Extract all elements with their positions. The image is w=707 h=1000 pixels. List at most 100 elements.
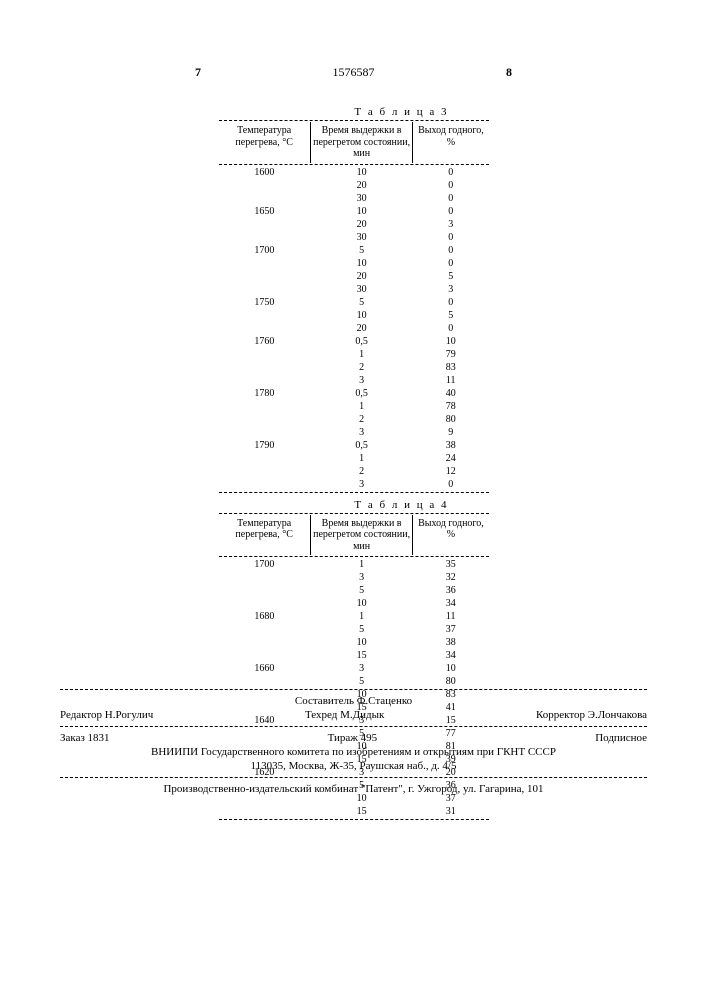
cell-time: 1	[310, 558, 413, 571]
table-3-header-1: Температура перегрева, °С	[219, 122, 311, 163]
table-3-block: Т а б л и ц а 3 Температура перегрева, °…	[219, 106, 489, 493]
cell-time: 2	[310, 465, 413, 478]
table-3-body: 1600100200300165010020330017005010020530…	[219, 166, 489, 491]
cell-yield: 0	[413, 257, 489, 270]
cell-yield: 40	[413, 387, 489, 400]
cell-temperature: 1660	[219, 662, 311, 675]
org-line-1: ВНИИПИ Государственного комитета по изоб…	[60, 745, 647, 759]
cell-temperature	[219, 374, 311, 387]
table-3-header-2: Время выдержки в перегретом состоянии, м…	[310, 122, 413, 163]
cell-temperature	[219, 597, 311, 610]
cell-time: 10	[310, 205, 413, 218]
cell-yield: 78	[413, 400, 489, 413]
table-row: 17800,540	[219, 387, 489, 400]
cell-time: 30	[310, 231, 413, 244]
cell-temperature	[219, 192, 311, 205]
org-line-2: 113035, Москва, Ж-35, Раушская наб., д. …	[60, 759, 647, 773]
cell-yield: 24	[413, 452, 489, 465]
cell-temperature	[219, 257, 311, 270]
cell-temperature: 1760	[219, 335, 311, 348]
cell-yield: 35	[413, 558, 489, 571]
cell-time: 3	[310, 426, 413, 439]
cell-time: 5	[310, 584, 413, 597]
footer: Составитель Ф.Стаценко Редактор Н.Рогули…	[60, 685, 647, 796]
table-row: 17600,510	[219, 335, 489, 348]
table-4-header-1: Температура перегрева, °С	[219, 515, 311, 556]
table-row: 537	[219, 623, 489, 636]
cell-temperature: 1680	[219, 610, 311, 623]
cell-time: 0,5	[310, 387, 413, 400]
table-3: Температура перегрева, °С Время выдержки…	[219, 122, 489, 163]
table-3-caption: Т а б л и ц а 3	[219, 106, 489, 118]
cell-temperature	[219, 465, 311, 478]
cell-time: 3	[310, 662, 413, 675]
cell-time: 3	[310, 374, 413, 387]
table-row: 303	[219, 283, 489, 296]
cell-temperature	[219, 400, 311, 413]
cell-temperature	[219, 636, 311, 649]
cell-yield: 38	[413, 439, 489, 452]
cell-time: 20	[310, 270, 413, 283]
cell-yield: 10	[413, 662, 489, 675]
cell-yield: 31	[413, 805, 489, 818]
document-number: 1576587	[333, 65, 375, 80]
table-row: 39	[219, 426, 489, 439]
cell-yield: 0	[413, 231, 489, 244]
table-row: 200	[219, 322, 489, 335]
page: 7 1576587 8 Т а б л и ц а 3 Температура …	[0, 0, 707, 851]
cell-time: 2	[310, 361, 413, 374]
cell-yield: 34	[413, 649, 489, 662]
cell-temperature	[219, 805, 311, 818]
table-row: 175050	[219, 296, 489, 309]
cell-yield: 38	[413, 636, 489, 649]
cell-temperature	[219, 309, 311, 322]
cell-temperature	[219, 584, 311, 597]
producer: Производственно-издательский комбинат "П…	[60, 782, 647, 796]
table-row: 1660310	[219, 662, 489, 675]
table-row: 203	[219, 218, 489, 231]
cell-time: 10	[310, 309, 413, 322]
table-row: 178	[219, 400, 489, 413]
table-row: 100	[219, 257, 489, 270]
cell-temperature	[219, 283, 311, 296]
cell-yield: 37	[413, 623, 489, 636]
cell-yield: 9	[413, 426, 489, 439]
cell-temperature	[219, 426, 311, 439]
cell-time: 30	[310, 283, 413, 296]
cell-time: 1	[310, 610, 413, 623]
cell-yield: 0	[413, 205, 489, 218]
table-row: 212	[219, 465, 489, 478]
cell-temperature: 1790	[219, 439, 311, 452]
cell-time: 30	[310, 192, 413, 205]
cell-yield: 80	[413, 413, 489, 426]
cell-time: 20	[310, 218, 413, 231]
table-row: 170050	[219, 244, 489, 257]
order-number: Заказ 1831	[60, 732, 110, 744]
cell-time: 1	[310, 452, 413, 465]
table-row: 1700135	[219, 558, 489, 571]
table-row: 1650100	[219, 205, 489, 218]
cell-time: 1	[310, 400, 413, 413]
cell-temperature	[219, 231, 311, 244]
cell-time: 3	[310, 478, 413, 491]
table-row: 300	[219, 231, 489, 244]
cell-temperature	[219, 218, 311, 231]
cell-time: 2	[310, 413, 413, 426]
cell-temperature	[219, 322, 311, 335]
cell-time: 15	[310, 805, 413, 818]
cell-time: 5	[310, 244, 413, 257]
cell-time: 10	[310, 597, 413, 610]
cell-time: 5	[310, 623, 413, 636]
cell-yield: 0	[413, 322, 489, 335]
cell-yield: 11	[413, 374, 489, 387]
cell-temperature	[219, 361, 311, 374]
cell-time: 15	[310, 649, 413, 662]
cell-yield: 0	[413, 179, 489, 192]
table-row: 332	[219, 571, 489, 584]
cell-time: 10	[310, 636, 413, 649]
cell-time: 5	[310, 296, 413, 309]
table-row: 200	[219, 179, 489, 192]
cell-temperature	[219, 478, 311, 491]
table-row: 1600100	[219, 166, 489, 179]
cell-temperature	[219, 452, 311, 465]
